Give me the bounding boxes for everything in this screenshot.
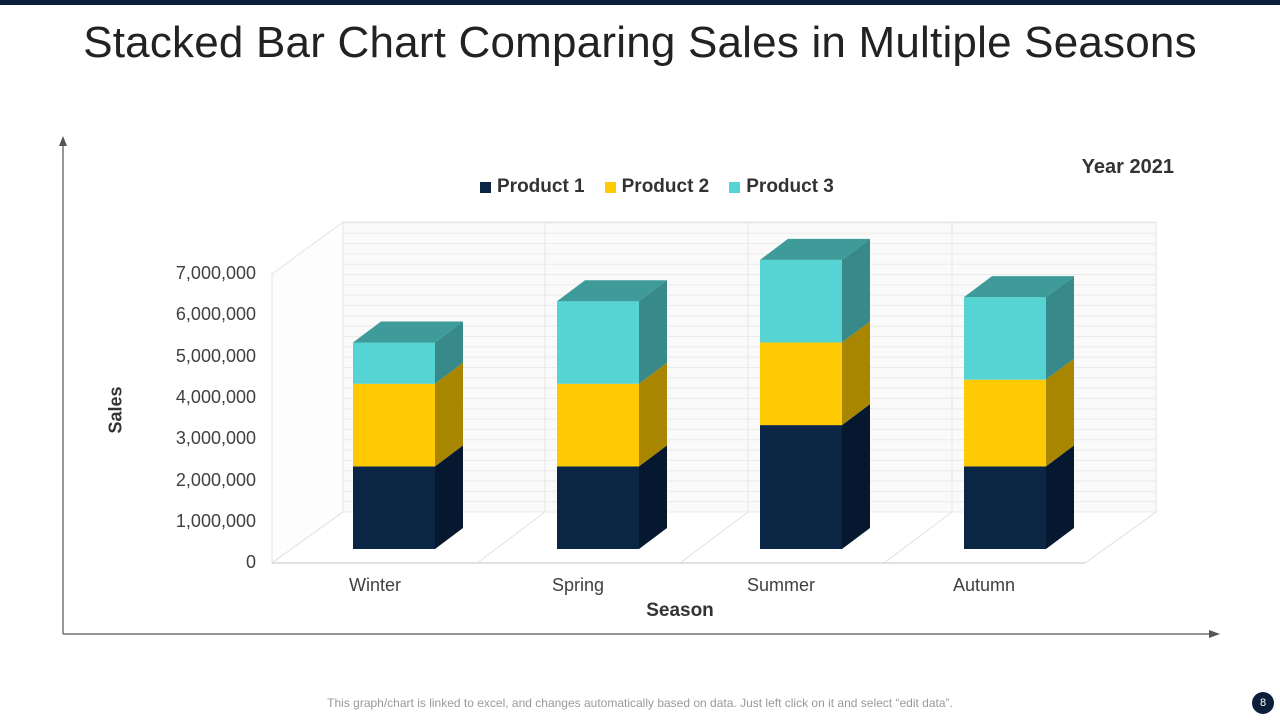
- y-tick-label: 1,000,000: [175, 511, 256, 531]
- bar-segment-winter-product-2-side: [435, 362, 463, 467]
- bar-stack-winter[interactable]: [353, 321, 463, 550]
- bar-top-summer: [760, 238, 870, 260]
- y-tick-label: 7,000,000: [175, 263, 256, 283]
- bar-top-winter: [353, 321, 463, 343]
- x-axis-title: Season: [646, 600, 714, 621]
- bar-stack-summer[interactable]: [760, 238, 870, 549]
- chart-legend: Product 1 Product 2 Product 3: [480, 175, 834, 199]
- bar-segment-summer-product-1: [760, 425, 842, 549]
- bar-segment-autumn-product-3: [964, 297, 1046, 380]
- y-tick-label: 0: [245, 552, 256, 572]
- floor-divider: [476, 511, 546, 564]
- bar-segment-winter-product-1: [353, 466, 435, 549]
- y-axis-title: Sales: [105, 386, 126, 434]
- bar-segment-summer-product-3: [760, 259, 842, 343]
- bar-segment-spring-product-2: [557, 383, 639, 467]
- y-tick-label: 2,000,000: [175, 470, 256, 490]
- bar-segment-autumn-product-1-side: [1046, 445, 1074, 549]
- bar-segment-summer-product-2: [760, 342, 842, 426]
- chart-plot-frame: [270, 221, 1158, 564]
- gridlines: [343, 222, 1156, 564]
- bar-segment-winter-product-3: [353, 342, 435, 384]
- legend-item-product-2[interactable]: Product 2: [604, 176, 710, 198]
- y-tick-label: 6,000,000: [175, 304, 256, 324]
- x-tick-label-spring: Spring: [551, 575, 605, 595]
- legend-label-product-2: Product 2: [621, 176, 710, 197]
- bar-segment-spring-product-2-side: [639, 362, 667, 467]
- bar-stacks: [353, 238, 1074, 550]
- legend-swatch-product-3: [729, 181, 741, 193]
- legend-swatch-product-1: [480, 181, 491, 193]
- legend-label-product-1: Product 1: [497, 176, 585, 197]
- bar-segment-summer-product-1-side: [842, 404, 870, 549]
- bar-segment-summer-product-2-side: [842, 321, 870, 426]
- year-label: Year 2021: [1081, 156, 1174, 178]
- outer-y-axis-arrow-icon: [59, 136, 67, 146]
- floor-divider: [883, 511, 953, 564]
- bar-segment-autumn-product-3-side: [1046, 276, 1074, 380]
- bar-segment-summer-product-3-side: [842, 238, 870, 343]
- side-wall: [271, 221, 344, 564]
- floor-divider: [679, 511, 749, 564]
- bar-segment-spring-product-3-side: [639, 280, 667, 384]
- legend-label-product-3: Product 3: [746, 176, 834, 197]
- page-number-badge: 8: [1252, 692, 1274, 714]
- bar-segment-winter-product-3-side: [435, 321, 463, 384]
- bar-segment-spring-product-3: [557, 301, 639, 384]
- bar-segment-autumn-product-2-side: [1046, 358, 1074, 467]
- x-tick-label-winter: Winter: [348, 575, 401, 595]
- bar-segment-spring-product-1-side: [639, 445, 667, 549]
- y-tick-label: 4,000,000: [175, 387, 256, 407]
- x-tick-label-summer: Summer: [746, 575, 815, 595]
- legend-item-product-1[interactable]: Product 1: [480, 176, 585, 198]
- bar-top-autumn: [964, 276, 1074, 298]
- y-tick-label: 5,000,000: [175, 346, 256, 366]
- x-tick-label-autumn: Autumn: [952, 575, 1016, 595]
- bar-segment-autumn-product-2: [964, 379, 1046, 467]
- legend-item-product-3[interactable]: Product 3: [729, 176, 834, 198]
- outer-x-axis-arrow-icon: [1209, 630, 1220, 638]
- bar-segment-winter-product-1-side: [435, 445, 463, 549]
- top-accent-rule: [0, 0, 1280, 5]
- bar-segment-winter-product-2: [353, 383, 435, 467]
- bar-segment-autumn-product-1: [964, 466, 1046, 549]
- bar-stack-spring[interactable]: [557, 280, 667, 549]
- legend-swatch-product-2: [604, 181, 616, 193]
- bar-top-spring: [557, 280, 667, 302]
- y-tick-label: 3,000,000: [175, 428, 256, 448]
- bar-stack-autumn[interactable]: [964, 276, 1074, 549]
- footnote: This graph/chart is linked to excel, and…: [327, 696, 953, 710]
- bar-segment-spring-product-1: [557, 466, 639, 549]
- page-title: Stacked Bar Chart Comparing Sales in Mul…: [83, 18, 1197, 67]
